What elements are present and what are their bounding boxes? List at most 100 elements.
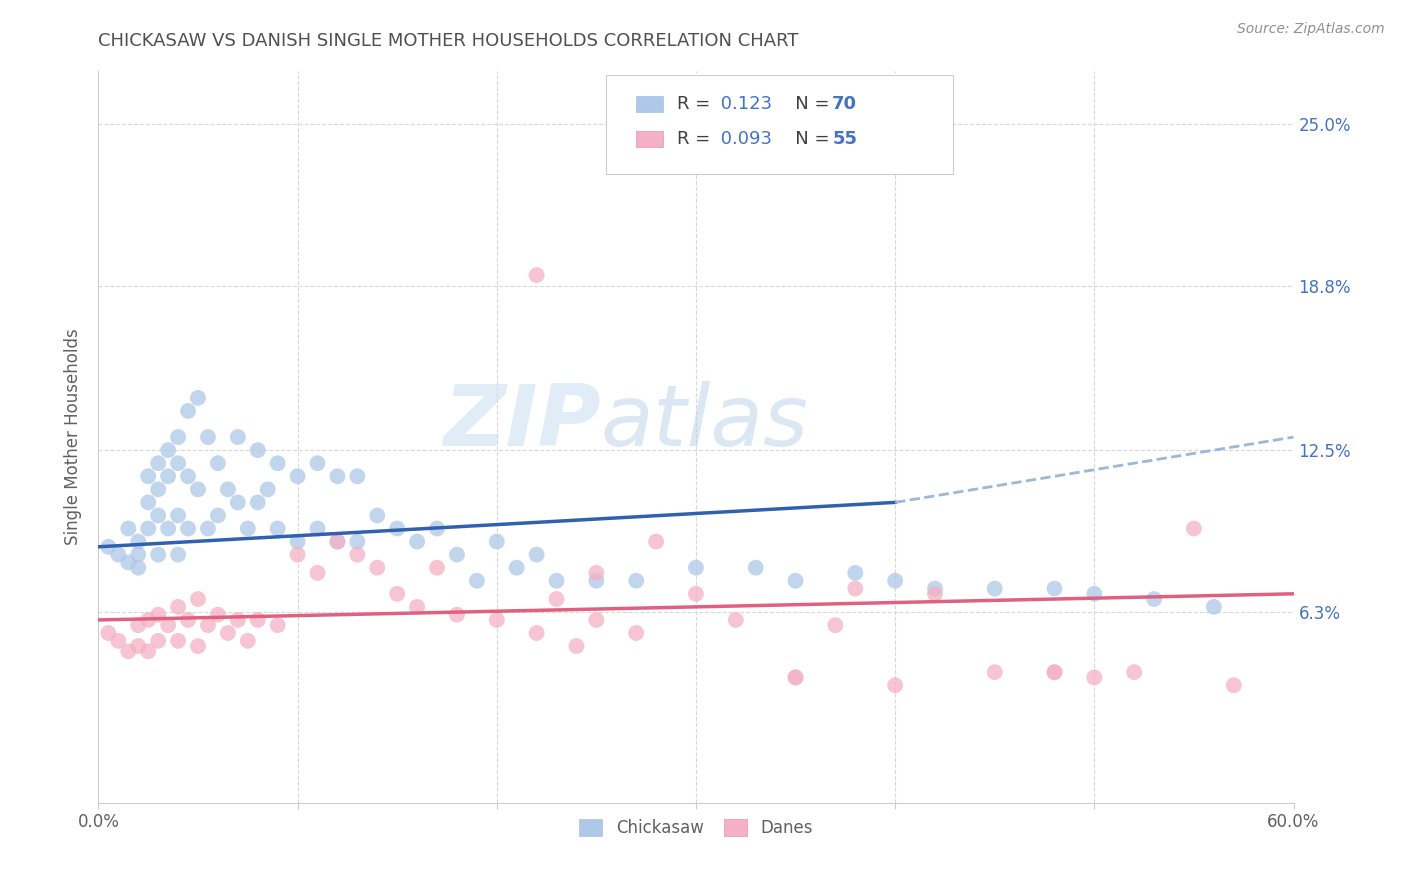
- Point: [187, 639, 209, 653]
- Point: [236, 633, 259, 648]
- Point: [326, 469, 349, 483]
- Point: [148, 483, 170, 497]
- Point: [1182, 521, 1205, 535]
- Point: [127, 560, 149, 574]
- Point: [127, 548, 149, 562]
- Point: [136, 521, 159, 535]
- Point: [346, 534, 368, 549]
- Point: [307, 521, 329, 535]
- Point: [256, 483, 278, 497]
- Point: [117, 521, 139, 535]
- Point: [117, 556, 139, 570]
- Point: [385, 587, 409, 601]
- Text: 0.093: 0.093: [716, 130, 772, 148]
- Point: [148, 508, 170, 523]
- Point: [97, 540, 120, 554]
- FancyBboxPatch shape: [637, 96, 662, 112]
- Point: [207, 607, 229, 622]
- Point: [844, 582, 866, 596]
- Point: [107, 548, 129, 562]
- Point: [546, 592, 568, 607]
- Point: [984, 665, 1007, 680]
- Text: 0.123: 0.123: [716, 95, 772, 113]
- Point: [197, 430, 219, 444]
- Point: [187, 391, 209, 405]
- Point: [267, 618, 290, 632]
- Point: [148, 633, 170, 648]
- Point: [1043, 665, 1066, 680]
- Point: [177, 521, 200, 535]
- Point: [107, 633, 129, 648]
- Point: [167, 599, 190, 614]
- Point: [177, 404, 200, 418]
- Point: [626, 626, 648, 640]
- Point: [197, 618, 219, 632]
- Point: [685, 560, 707, 574]
- Point: [197, 521, 219, 535]
- Point: [585, 566, 607, 580]
- Point: [307, 566, 329, 580]
- Point: [177, 469, 200, 483]
- Point: [1143, 592, 1166, 607]
- Point: [366, 508, 388, 523]
- Text: N =: N =: [779, 130, 835, 148]
- Point: [1083, 587, 1105, 601]
- Point: [326, 534, 349, 549]
- Point: [226, 613, 249, 627]
- Point: [148, 607, 170, 622]
- Point: [148, 548, 170, 562]
- Point: [824, 618, 846, 632]
- Point: [167, 430, 190, 444]
- Point: [366, 560, 388, 574]
- Point: [745, 560, 768, 574]
- Point: [446, 607, 468, 622]
- Point: [426, 521, 449, 535]
- Point: [246, 613, 269, 627]
- Point: [287, 534, 309, 549]
- Point: [385, 521, 409, 535]
- Point: [207, 456, 229, 470]
- Point: [546, 574, 568, 588]
- Point: [136, 613, 159, 627]
- Text: R =: R =: [676, 95, 716, 113]
- Point: [724, 613, 747, 627]
- Point: [406, 599, 429, 614]
- Point: [526, 626, 548, 640]
- Point: [426, 560, 449, 574]
- Point: [785, 670, 807, 684]
- Point: [127, 639, 149, 653]
- Point: [127, 618, 149, 632]
- Point: [236, 521, 259, 535]
- Point: [924, 587, 946, 601]
- Point: [246, 495, 269, 509]
- Point: [177, 613, 200, 627]
- Point: [446, 548, 468, 562]
- Point: [167, 508, 190, 523]
- Point: [157, 618, 180, 632]
- Point: [97, 626, 120, 640]
- Text: CHICKASAW VS DANISH SINGLE MOTHER HOUSEHOLDS CORRELATION CHART: CHICKASAW VS DANISH SINGLE MOTHER HOUSEH…: [98, 32, 799, 50]
- Point: [346, 469, 368, 483]
- Point: [136, 644, 159, 658]
- Point: [465, 574, 488, 588]
- Point: [1123, 665, 1146, 680]
- Point: [685, 587, 707, 601]
- Point: [406, 534, 429, 549]
- Point: [267, 521, 290, 535]
- Point: [1202, 599, 1225, 614]
- Point: [207, 508, 229, 523]
- Point: [785, 574, 807, 588]
- Point: [117, 644, 139, 658]
- Text: R =: R =: [676, 130, 716, 148]
- Point: [585, 613, 607, 627]
- Text: N =: N =: [779, 95, 835, 113]
- FancyBboxPatch shape: [606, 75, 953, 174]
- Point: [526, 548, 548, 562]
- Y-axis label: Single Mother Households: Single Mother Households: [65, 329, 83, 545]
- Point: [844, 566, 866, 580]
- Point: [287, 469, 309, 483]
- Text: atlas: atlas: [600, 381, 808, 464]
- Point: [585, 574, 607, 588]
- Point: [136, 495, 159, 509]
- Point: [884, 574, 907, 588]
